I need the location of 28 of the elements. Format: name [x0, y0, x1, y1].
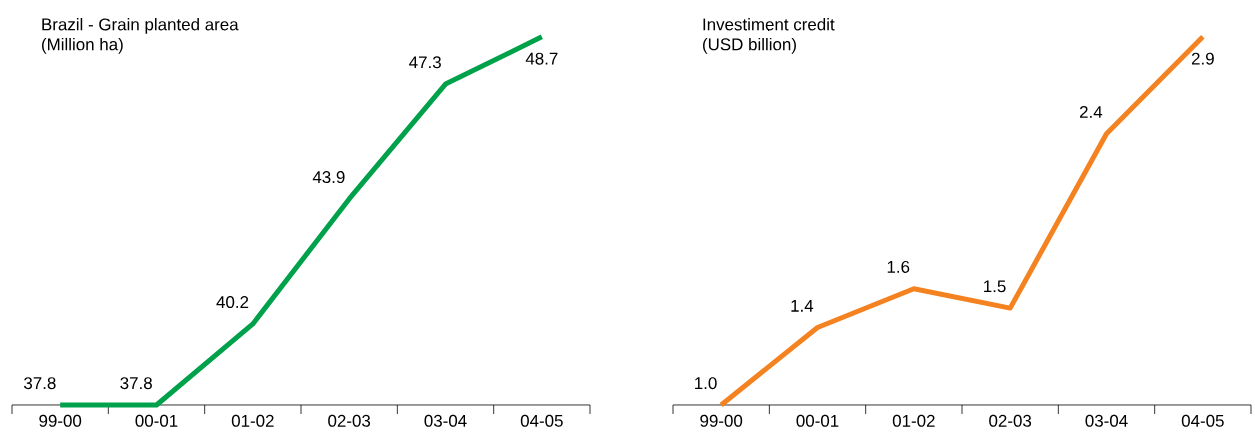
data-label: 43.9 — [312, 171, 345, 184]
x-tick-label: 04-05 — [1181, 414, 1224, 427]
chart-title: Brazil - Grain planted area — [42, 17, 239, 34]
chart-subtitle: (Million ha) — [42, 37, 123, 54]
x-tick-label: 03-04 — [424, 414, 467, 427]
x-tick-label: 02-03 — [989, 414, 1032, 427]
data-label: 2.9 — [1191, 52, 1214, 65]
data-label: 1.0 — [695, 377, 717, 390]
data-label: 2.4 — [1079, 106, 1103, 118]
x-tick-label: 03-04 — [1085, 414, 1128, 427]
data-label: 37.8 — [24, 377, 56, 390]
x-tick-label: 99-00 — [39, 414, 82, 427]
data-label: 1.6 — [887, 260, 910, 273]
data-label: 48.7 — [525, 52, 558, 65]
x-tick-label: 00-01 — [796, 414, 839, 427]
x-tick-label: 01-02 — [892, 414, 935, 427]
data-label: 37.8 — [120, 377, 152, 390]
data-label: 1.4 — [791, 299, 814, 312]
data-label: 40.2 — [216, 296, 249, 309]
x-tick-label: 00-01 — [135, 414, 178, 427]
x-tick-label: 99-00 — [700, 414, 743, 427]
data-label: 1.5 — [984, 280, 1006, 293]
chart-title: Investiment credit — [703, 17, 835, 31]
data-label: 47.3 — [409, 56, 441, 69]
x-tick-label: 01-02 — [231, 414, 274, 427]
x-tick-label: 04-05 — [520, 414, 563, 427]
chart-subtitle: (USD billion) — [703, 37, 796, 54]
x-tick-label: 02-03 — [328, 414, 371, 427]
